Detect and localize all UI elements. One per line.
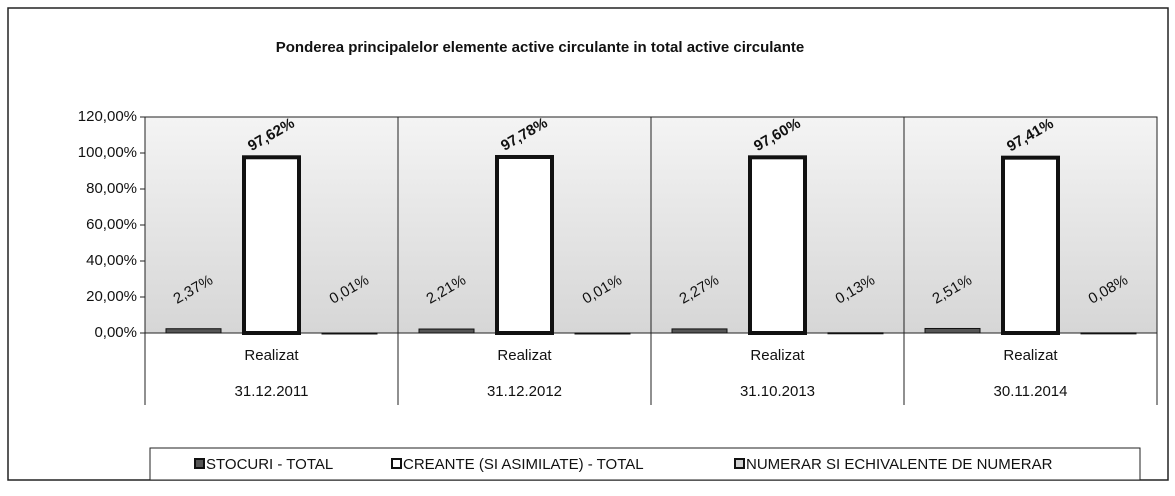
- bar: [418, 328, 475, 334]
- chart-title: Ponderea principalelor elemente active c…: [276, 39, 805, 56]
- x-tick-label: 31.10.2013: [740, 383, 815, 400]
- y-tick-label: 100,00%: [78, 144, 137, 161]
- legend-label: STOCURI - TOTAL: [206, 456, 333, 473]
- x-tick-label: 31.12.2012: [487, 383, 562, 400]
- legend-label: CREANTE (SI ASIMILATE) - TOTAL: [403, 456, 644, 473]
- y-tick-label: 60,00%: [86, 216, 137, 233]
- x-tick-label: 30.11.2014: [994, 383, 1068, 400]
- y-tick-label: 120,00%: [78, 108, 137, 125]
- bar: [1001, 155, 1060, 335]
- bar: [924, 327, 981, 334]
- x-tick-label: Realizat: [1003, 347, 1058, 364]
- legend-swatch: [734, 458, 745, 469]
- bar: [495, 154, 554, 335]
- x-tick-label: Realizat: [750, 347, 805, 364]
- x-tick-label: Realizat: [244, 347, 299, 364]
- bar: [827, 332, 884, 335]
- bar: [242, 155, 301, 335]
- x-tick-label: Realizat: [497, 347, 552, 364]
- bar: [321, 332, 378, 335]
- legend-swatch: [194, 458, 205, 469]
- legend-label: NUMERAR SI ECHIVALENTE DE NUMERAR: [746, 456, 1053, 473]
- y-tick-label: 80,00%: [86, 180, 137, 197]
- bar: [1080, 332, 1137, 335]
- legend-swatch: [391, 458, 402, 469]
- bar: [748, 155, 807, 335]
- y-tick-label: 40,00%: [86, 252, 137, 269]
- bar: [671, 328, 728, 334]
- legend: [149, 447, 1141, 481]
- bar: [574, 332, 631, 335]
- x-tick-label: 31.12.2011: [235, 383, 309, 400]
- bar: [165, 328, 222, 334]
- y-tick-label: 20,00%: [86, 288, 137, 305]
- y-tick-label: 0,00%: [94, 324, 137, 341]
